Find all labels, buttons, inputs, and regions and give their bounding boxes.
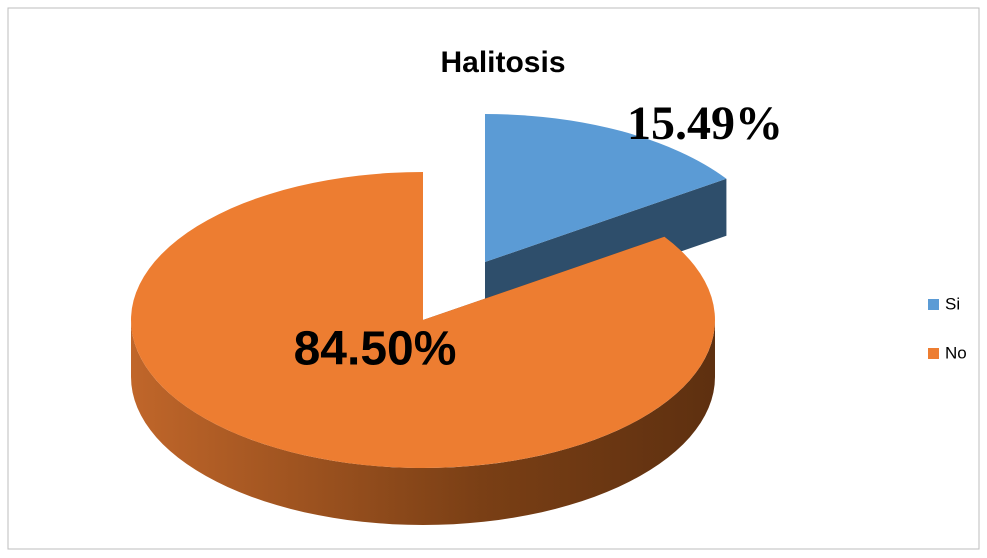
slice-top	[485, 114, 727, 262]
pie-slice	[130, 171, 715, 525]
data-label: 15.49%	[627, 97, 783, 150]
data-label: 84.50%	[294, 323, 457, 376]
legend-label: No	[945, 343, 967, 362]
slice-side	[131, 320, 715, 525]
slice-top	[130, 171, 715, 468]
chart-title: Halitosis	[440, 46, 565, 79]
legend-label: Si	[945, 294, 960, 313]
legend-swatch	[928, 299, 939, 310]
legend-swatch	[928, 348, 939, 359]
